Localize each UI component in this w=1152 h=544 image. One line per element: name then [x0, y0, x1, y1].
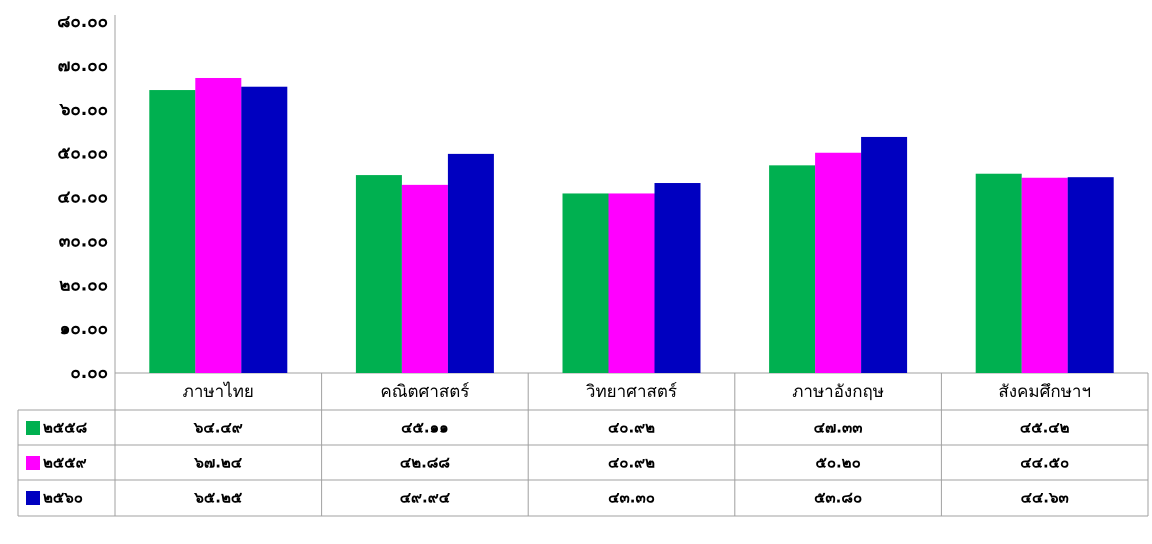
- table-cell: ๔๙.๙๔: [400, 489, 451, 507]
- bar: [562, 193, 609, 373]
- y-tick-label: ๕๐.๐๐: [58, 144, 108, 164]
- x-tick-label: ภาษาไทย: [183, 381, 254, 402]
- table-cell: ๕๐.๒๐: [815, 454, 860, 472]
- y-tick-label: ๓๐.๐๐: [59, 231, 108, 251]
- table-cell: ๔๔.๖๓: [1021, 489, 1069, 507]
- table-cell: ๔๔.๕๐: [1020, 454, 1069, 472]
- bar: [654, 183, 701, 373]
- bar: [241, 86, 288, 373]
- table-cell: ๔๓.๓๐: [608, 489, 655, 507]
- legend-label: ๒๕๕๙: [43, 454, 87, 472]
- bar: [608, 193, 655, 373]
- legend-label: ๒๕๕๘: [43, 419, 88, 437]
- table-cell: ๔๗.๓๓: [814, 419, 863, 437]
- bar: [149, 90, 196, 374]
- table-cell: ๔๕.๔๒: [1020, 419, 1070, 437]
- table-cell: ๔๐.๙๒: [608, 454, 655, 472]
- table-cell: ๔๕.๑๑: [401, 419, 448, 437]
- y-tick-label: ๑๐.๐๐: [60, 319, 108, 339]
- y-tick-label: ๒๐.๐๐: [59, 275, 108, 295]
- legend-label: ๒๕๖๐: [43, 489, 83, 507]
- bar: [401, 184, 448, 373]
- bar: [769, 165, 816, 373]
- bar: [975, 173, 1022, 373]
- legend-swatch: [26, 456, 40, 470]
- legend-swatch: [26, 421, 40, 435]
- bar: [447, 153, 494, 373]
- x-tick-label: วิทยาศาสตร์: [585, 382, 677, 402]
- y-tick-label: ๘๐.๐๐: [57, 12, 108, 32]
- table-cell: ๖๗.๒๔: [193, 454, 242, 472]
- table-cell: ๕๓.๘๐: [814, 489, 862, 507]
- y-tick-label: ๖๐.๐๐: [59, 100, 108, 120]
- table-cell: ๖๔.๔๙: [193, 419, 243, 437]
- table-cell: ๔๒.๘๘: [400, 454, 451, 472]
- table-cell: ๔๐.๙๒: [608, 419, 655, 437]
- table-cell: ๖๕.๒๕: [193, 489, 242, 507]
- y-tick-label: ๔๐.๐๐: [58, 188, 108, 208]
- x-tick-label: สังคมศึกษาฯ: [998, 382, 1091, 402]
- bar: [1067, 177, 1114, 373]
- legend-swatch: [26, 491, 40, 505]
- bar: [815, 152, 862, 373]
- y-tick-label: ๗๐.๐๐: [58, 56, 108, 76]
- x-tick-label: คณิตศาสตร์: [380, 382, 469, 402]
- bar: [195, 77, 242, 373]
- bar: [355, 175, 402, 373]
- x-tick-label: ภาษาอังกฤษ: [792, 382, 884, 402]
- bar: [1021, 177, 1068, 373]
- bar: [861, 136, 908, 373]
- y-tick-label: ๐.๐๐: [70, 363, 108, 383]
